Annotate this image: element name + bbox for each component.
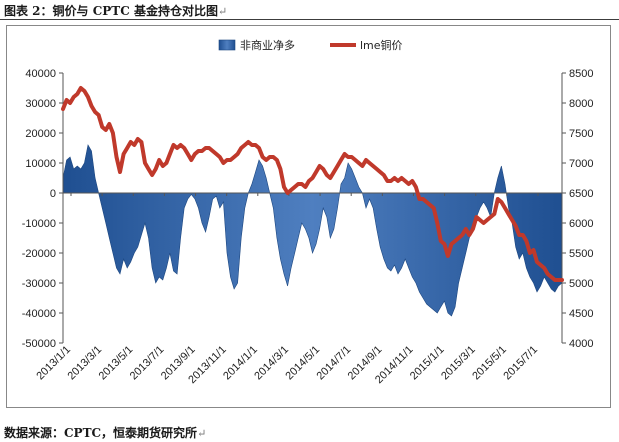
chart-caption-text: 图表 2：铜价与 CPTC 基金持仓对比图 xyxy=(4,4,218,18)
left-axis-tick-label: -10000 xyxy=(22,218,56,230)
left-axis-tick-label: 30000 xyxy=(25,98,56,110)
right-axis-tick-label: 4000 xyxy=(569,338,593,350)
right-axis-tick-label: 6500 xyxy=(569,188,593,200)
right-axis-tick-label: 7500 xyxy=(569,128,593,140)
left-axis-tick-label: -50000 xyxy=(22,338,56,350)
right-axis-tick-label: 8000 xyxy=(569,98,593,110)
left-axis-tick-label: 40000 xyxy=(25,68,56,80)
left-axis-tick-label: 10000 xyxy=(25,158,56,170)
legend-label-net-long: 非商业净多 xyxy=(240,38,295,52)
legend-label-lme-copper: lme铜价 xyxy=(360,38,403,52)
line-series-layer xyxy=(61,86,564,282)
right-axis-tick-label: 4500 xyxy=(569,308,593,320)
left-axis-tick-label: 20000 xyxy=(25,128,56,140)
right-axis-tick-label: 6000 xyxy=(569,218,593,230)
left-axis-tick-label: -20000 xyxy=(22,248,56,260)
right-axis-tick-label: 7000 xyxy=(569,158,593,170)
right-axis-tick-label: 5500 xyxy=(569,248,593,260)
left-axis-tick-label: 0 xyxy=(50,188,56,200)
source-note: 数据来源：CPTC，恒泰期货研究所↵ xyxy=(4,424,206,441)
source-note-text: 数据来源：CPTC，恒泰期货研究所 xyxy=(4,426,198,440)
source-return-mark: ↵ xyxy=(197,427,207,440)
area-series-layer xyxy=(62,144,563,317)
caption-divider xyxy=(0,19,619,20)
left-axis-tick-label: -30000 xyxy=(22,278,56,290)
lme-copper-line xyxy=(61,86,564,282)
right-axis-tick-label: 8500 xyxy=(569,68,593,80)
net-long-area xyxy=(62,144,563,317)
caption-return-mark: ↵ xyxy=(217,5,228,18)
right-axis-tick-label: 5000 xyxy=(569,278,593,290)
axes-layer xyxy=(59,72,566,344)
legend-swatch-net-long xyxy=(218,39,236,51)
left-axis-tick-label: -40000 xyxy=(22,308,56,320)
legend: 非商业净多 lme铜价 xyxy=(218,38,403,52)
chart-caption: 图表 2：铜价与 CPTC 基金持仓对比图↵ xyxy=(4,2,227,19)
